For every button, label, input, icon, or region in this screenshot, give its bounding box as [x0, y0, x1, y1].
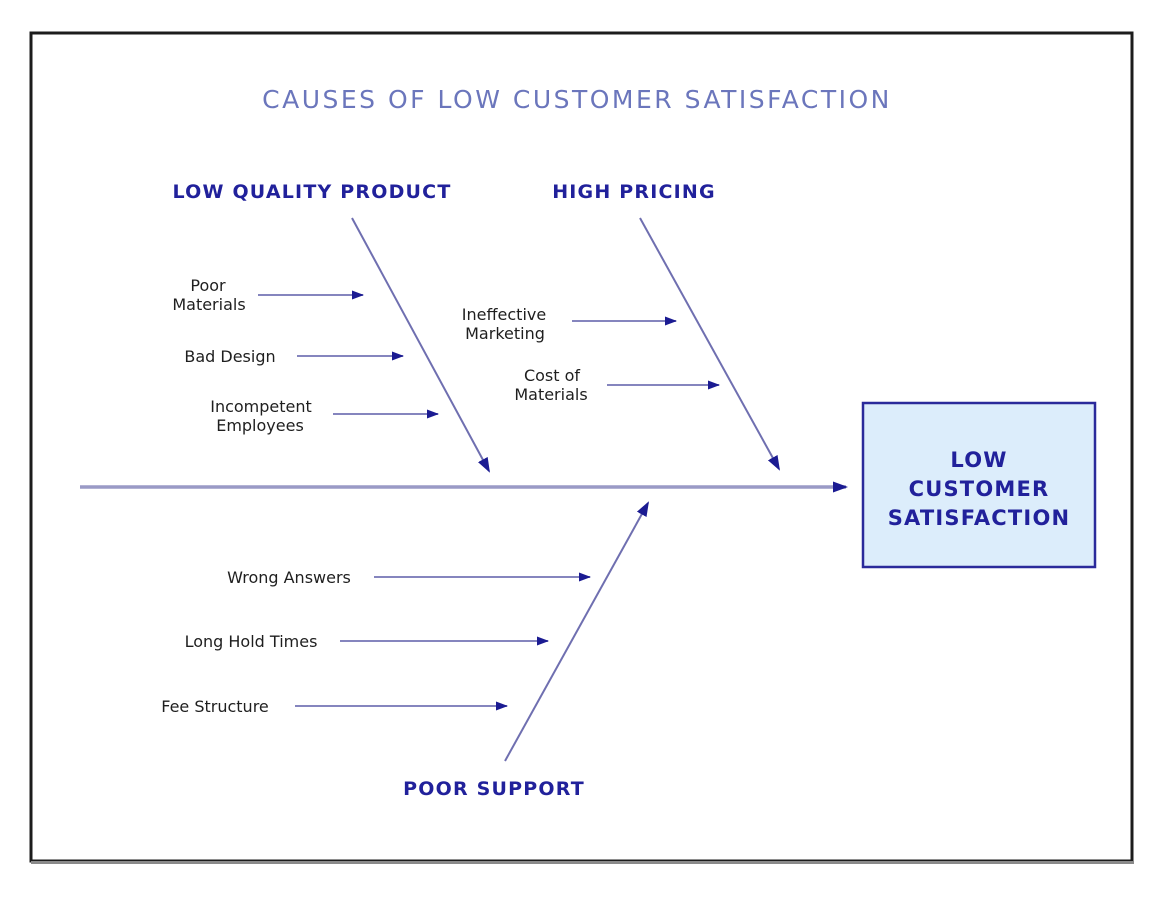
effect-box	[861, 401, 1097, 569]
bone-poor-support	[504, 501, 649, 762]
effect-label-line3: SATISFACTION	[888, 506, 1071, 530]
effect-label-line1: LOW	[950, 448, 1007, 472]
cause-label-wrong-answers: Wrong Answers	[227, 568, 351, 587]
category-label-poor-support: POOR SUPPORT	[403, 778, 585, 800]
effect-label-line2: CUSTOMER	[909, 477, 1050, 501]
cause-label-fee-structure: Fee Structure	[161, 697, 269, 716]
bone-low-quality-product	[351, 217, 490, 473]
category-label-low-quality-product: LOW QUALITY PRODUCT	[173, 181, 452, 203]
cause-label-incompetent-employees-line2: Employees	[216, 416, 304, 435]
cause-label-long-hold-times: Long Hold Times	[185, 632, 318, 651]
cause-label-ineffective-marketing-line2: Marketing	[465, 324, 545, 343]
diagram-title: CAUSES OF LOW CUSTOMER SATISFACTION	[262, 85, 892, 114]
cause-label-bad-design: Bad Design	[184, 347, 275, 366]
bone-high-pricing	[639, 217, 780, 471]
cause-label-cost-of-materials-line2: Materials	[514, 385, 587, 404]
category-label-high-pricing: HIGH PRICING	[552, 181, 716, 203]
cause-label-poor-materials-line1: Poor	[190, 276, 226, 295]
cause-label-poor-materials-line2: Materials	[172, 295, 245, 314]
cause-label-ineffective-marketing-line1: Ineffective	[462, 305, 546, 324]
cause-label-incompetent-employees-line1: Incompetent	[210, 397, 312, 416]
cause-label-cost-of-materials-line1: Cost of	[524, 366, 580, 385]
